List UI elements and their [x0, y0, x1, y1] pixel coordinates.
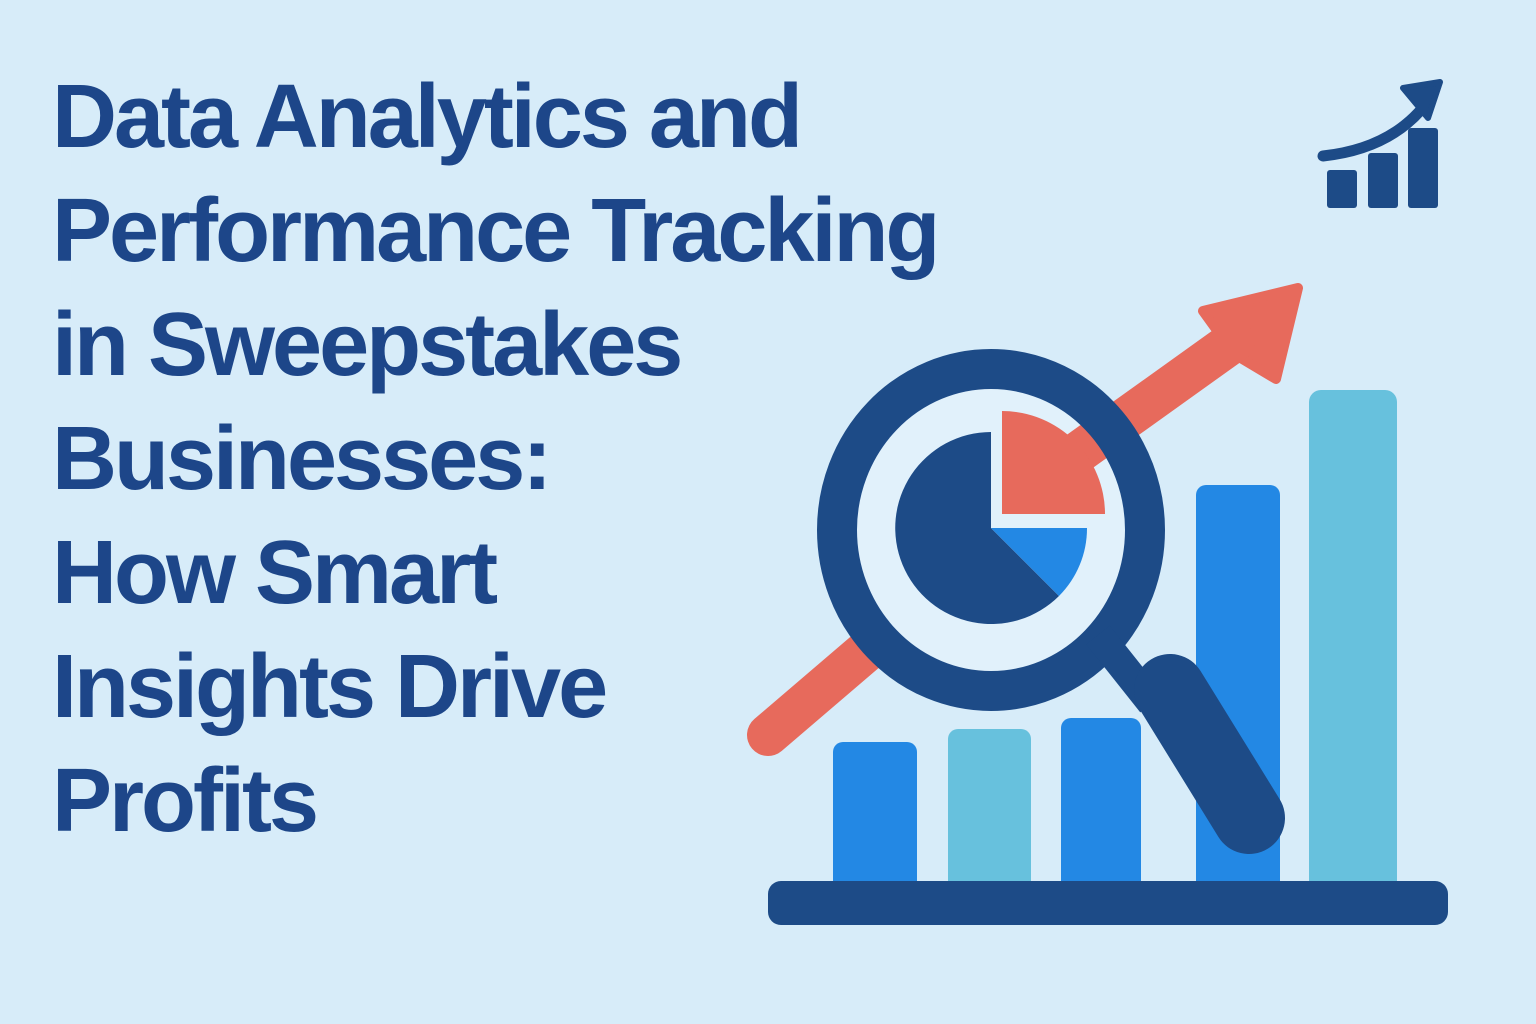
title-line-1: Data Analytics and	[52, 67, 803, 167]
bar	[833, 742, 917, 905]
trend-arrow-shaft-lower	[747, 625, 893, 756]
pie-slice-navy	[895, 432, 1059, 624]
title-line-3: in Sweepstakes	[52, 295, 683, 395]
pie-chart-icon	[895, 411, 1105, 624]
bar	[1309, 390, 1397, 905]
bar	[1061, 718, 1141, 905]
title-line-2: Performance Tracking	[52, 181, 940, 281]
magnifier-ring	[817, 349, 1165, 711]
growth-chart-icon	[1317, 79, 1443, 208]
magnifier-icon	[817, 349, 1285, 854]
growth-icon-bar	[1408, 128, 1438, 208]
bar	[948, 729, 1031, 905]
title-line-7: Profits	[52, 751, 319, 851]
pie-slice-red	[1002, 411, 1105, 514]
chart-base	[768, 881, 1448, 925]
growth-icon-arrow-head	[1400, 79, 1443, 121]
title-line-4: Businesses:	[52, 409, 552, 509]
title-line-6: Insights Drive	[52, 637, 608, 737]
magnifier-handle-grip	[1134, 654, 1285, 854]
page-title: Data Analytics and Performance Tracking …	[52, 60, 940, 858]
trend-arrow-shaft-upper	[1037, 320, 1255, 488]
growth-icon-bar	[1327, 170, 1357, 208]
pie-slice-blue	[991, 528, 1088, 596]
bar-chart-icon	[768, 390, 1448, 925]
title-line-5: How Smart	[52, 523, 498, 623]
growth-icon-bar	[1368, 153, 1398, 208]
